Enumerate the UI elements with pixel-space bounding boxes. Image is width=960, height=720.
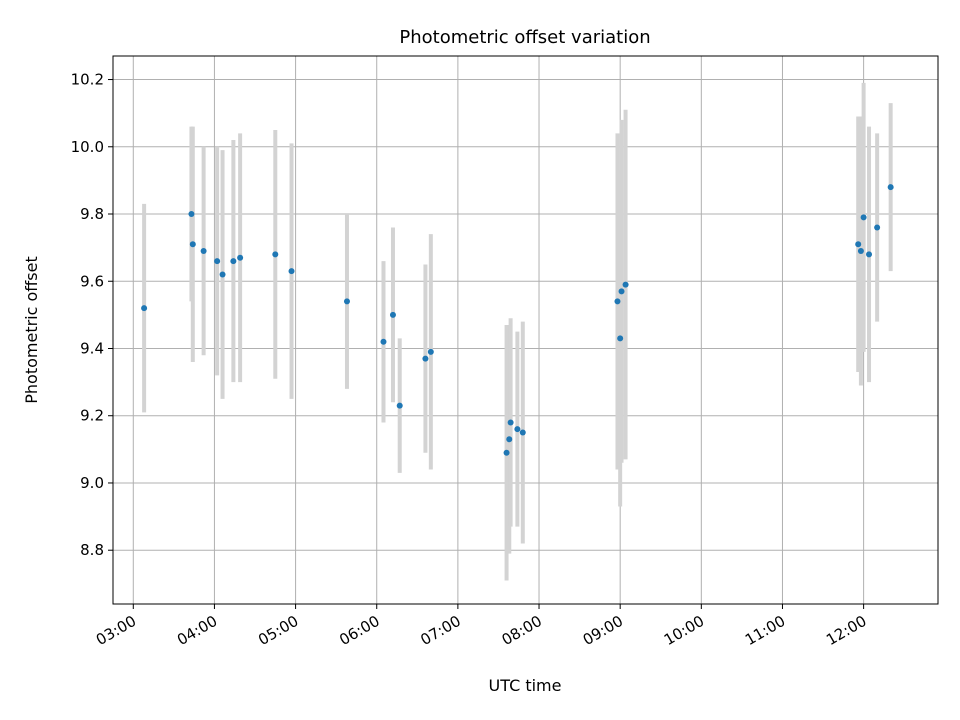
y-tick-label: 9.2 [80,407,104,425]
data-point [219,271,226,278]
data-point [614,298,621,305]
y-tick-label: 9.8 [80,205,104,223]
data-point [622,281,629,288]
data-point [343,298,350,305]
plot-frame [112,55,939,605]
data-point [514,426,521,433]
data-point [618,288,625,295]
data-point [389,311,396,318]
data-point [214,258,221,265]
y-axis-ticks: 8.8 9.0 9.2 9.4 9.6 9.8 10.0 10.2 [71,71,113,559]
data-point [519,429,526,436]
data-point [860,214,867,221]
data-point [396,402,403,409]
data-point [380,338,387,345]
y-tick-label: 9.4 [80,339,104,357]
data-point [887,184,894,191]
data-point [503,449,510,456]
data-point [866,251,873,258]
data-point [506,436,513,443]
y-tick-label: 8.8 [80,541,104,559]
y-tick-label: 9.0 [80,474,104,492]
data-point [422,355,429,362]
data-points [141,184,894,456]
y-tick-label: 10.0 [71,138,104,156]
y-tick-label: 9.6 [80,272,104,290]
data-point [507,419,514,426]
x-axis-label: UTC time [489,676,562,695]
data-point [874,224,881,231]
data-point [189,241,196,248]
data-point [617,335,624,342]
data-point [272,251,279,258]
data-point [855,241,862,248]
data-point [200,247,207,254]
chart-title: Photometric offset variation [399,27,650,48]
y-tick-label: 10.2 [71,71,104,89]
y-axis-label: Photometric offset [22,256,41,404]
data-point [288,268,295,275]
data-point [188,211,195,218]
data-point [427,348,434,355]
data-point [230,258,237,265]
data-point [141,305,148,312]
data-point [237,254,244,261]
data-point [857,247,864,254]
